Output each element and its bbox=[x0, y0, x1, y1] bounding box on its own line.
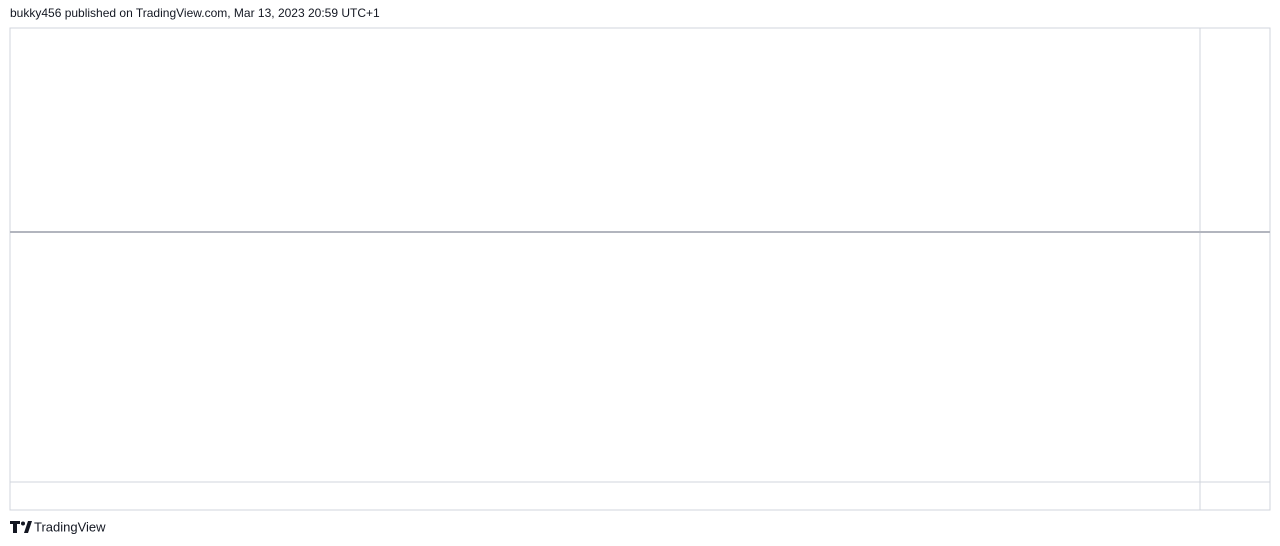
logo-slash bbox=[24, 521, 32, 533]
logo-mark bbox=[10, 521, 20, 533]
logo-dot bbox=[21, 521, 25, 526]
footer-brand: TradingView bbox=[34, 519, 106, 534]
published-by: bukky456 published on TradingView.com, M… bbox=[10, 6, 380, 20]
tradingview-logo: TradingView bbox=[10, 519, 106, 534]
frame bbox=[9, 27, 1271, 511]
